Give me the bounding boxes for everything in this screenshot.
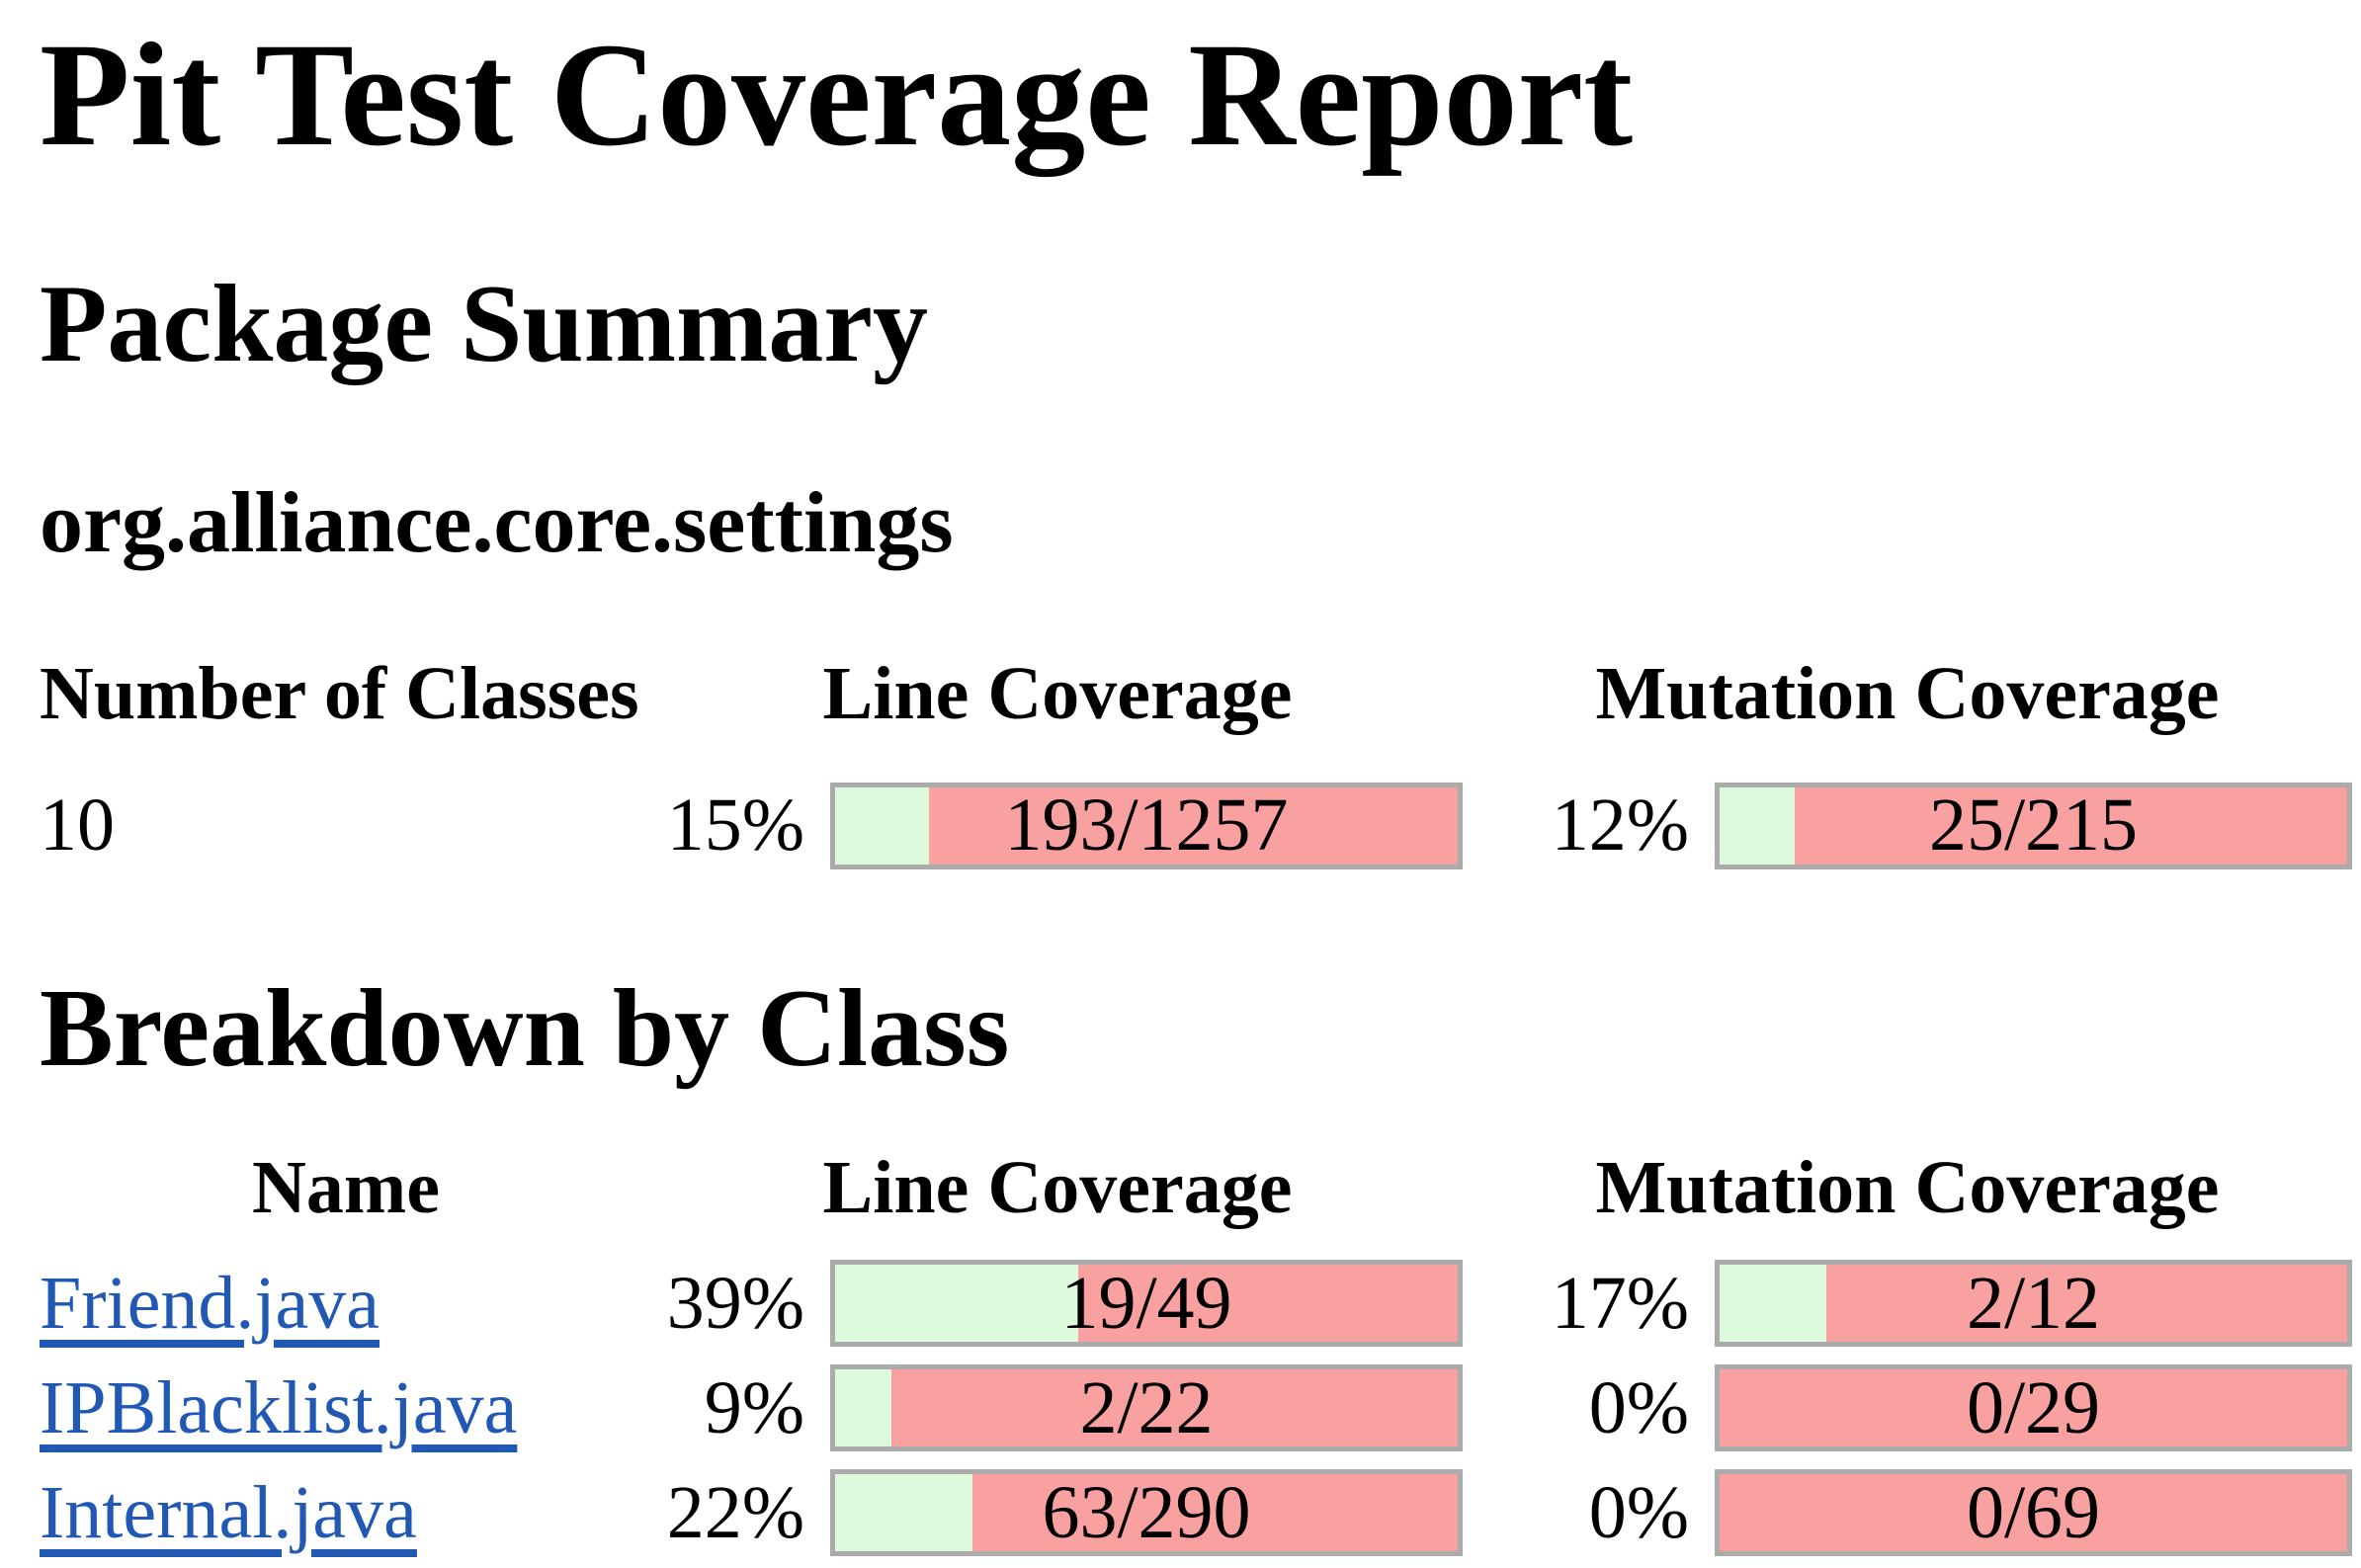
mutation-coverage-bar: 0/69 xyxy=(1715,1469,2352,1557)
line-coverage-bar: 63/290 xyxy=(830,1469,1463,1557)
line-coverage-percent: 39% xyxy=(666,1261,804,1345)
line-coverage-percent: 22% xyxy=(666,1470,804,1554)
mutation-coverage-percent: 12% xyxy=(1551,784,1689,867)
table-row: Internal.java 22% 63/290 0% 0/69 xyxy=(40,1460,2352,1565)
line-coverage-legend: 63/290 xyxy=(1042,1470,1251,1554)
class-link-friend-java[interactable]: Friend.java xyxy=(40,1261,380,1345)
mutation-coverage-legend: 2/12 xyxy=(1966,1261,2101,1345)
line-coverage-bar: 2/22 xyxy=(830,1364,1463,1452)
section-title-breakdown-by-class: Breakdown by Class xyxy=(40,966,1010,1090)
number-of-classes-value: 10 xyxy=(40,784,115,867)
class-link-internal-java[interactable]: Internal.java xyxy=(40,1470,417,1554)
mutation-coverage-legend: 25/215 xyxy=(1928,784,2139,867)
package-name: org.alliance.core.settings xyxy=(40,475,954,572)
column-header-mutation-coverage: Mutation Coverage xyxy=(1595,651,2220,735)
package-summary-table: Number of Classes Line Coverage Mutation… xyxy=(40,651,2352,869)
table-row: 10 15% 193/1257 12% 25/215 xyxy=(40,757,2352,869)
class-link-ipblacklist-java[interactable]: IPBlacklist.java xyxy=(40,1365,518,1449)
column-header-line-coverage: Line Coverage xyxy=(822,1146,1293,1230)
class-breakdown-table: Name Line Coverage Mutation Coverage Fri… xyxy=(40,1145,2352,1565)
line-coverage-legend: 2/22 xyxy=(1079,1365,1214,1449)
table-row: Friend.java 39% 19/49 17% 2/12 xyxy=(40,1251,2352,1356)
mutation-coverage-bar: 25/215 xyxy=(1715,782,2352,869)
line-coverage-percent: 15% xyxy=(666,784,804,867)
summary-header-row: Number of Classes Line Coverage Mutation… xyxy=(40,651,2352,757)
mutation-coverage-bar-fill xyxy=(1720,786,1796,865)
line-coverage-percent: 9% xyxy=(704,1365,804,1449)
line-coverage-bar: 193/1257 xyxy=(830,782,1463,869)
table-row: IPBlacklist.java 9% 2/22 0% 0/29 xyxy=(40,1356,2352,1460)
mutation-coverage-percent: 17% xyxy=(1551,1261,1689,1345)
page-title: Pit Test Coverage Report xyxy=(40,13,1634,177)
column-header-line-coverage: Line Coverage xyxy=(822,651,1293,735)
line-coverage-bar-fill xyxy=(835,1369,891,1447)
mutation-coverage-legend: 0/29 xyxy=(1966,1365,2101,1449)
mutation-coverage-percent: 0% xyxy=(1588,1365,1689,1449)
column-header-number-of-classes: Number of Classes xyxy=(40,651,639,735)
class-header-row: Name Line Coverage Mutation Coverage xyxy=(40,1145,2352,1251)
line-coverage-bar-fill xyxy=(835,1474,972,1552)
line-coverage-legend: 193/1257 xyxy=(1004,784,1289,867)
section-title-package-summary: Package Summary xyxy=(40,263,929,385)
mutation-coverage-bar: 2/12 xyxy=(1715,1260,2352,1348)
mutation-coverage-bar: 0/29 xyxy=(1715,1364,2352,1452)
line-coverage-bar-fill xyxy=(835,1265,1078,1343)
column-header-name: Name xyxy=(252,1146,440,1230)
line-coverage-bar: 19/49 xyxy=(830,1260,1463,1348)
column-header-mutation-coverage: Mutation Coverage xyxy=(1595,1146,2220,1230)
mutation-coverage-bar-fill xyxy=(1720,1265,1826,1343)
mutation-coverage-percent: 0% xyxy=(1588,1470,1689,1554)
mutation-coverage-legend: 0/69 xyxy=(1966,1470,2101,1554)
line-coverage-bar-fill xyxy=(835,786,929,865)
line-coverage-legend: 19/49 xyxy=(1060,1261,1232,1345)
